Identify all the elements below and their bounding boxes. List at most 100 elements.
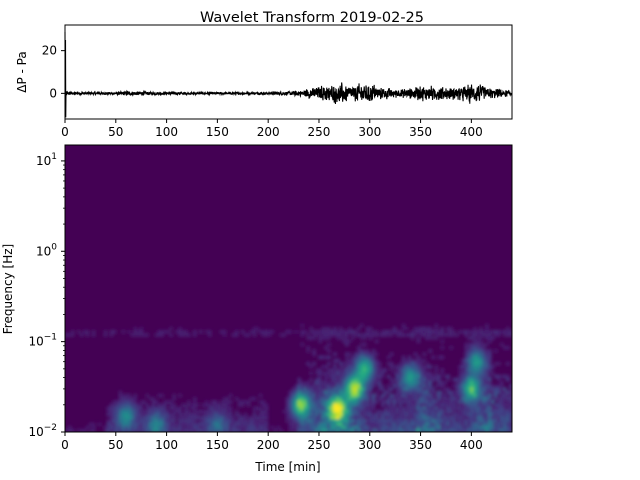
heatmap-cell [249,428,254,432]
heatmap-cell [130,406,135,411]
heatmap-cell [467,352,471,357]
heatmap-cell [404,384,409,388]
heatmap-cell [222,406,227,411]
heatmap-cell [345,365,349,369]
heatmap-cell [205,416,209,420]
heatmap-cell [121,406,126,411]
heatmap-cell [342,422,346,427]
heatmap-cell [407,387,412,392]
heatmap-cell [315,387,319,392]
heatmap-cell [360,349,364,353]
heatmap-cell [291,393,296,398]
heatmap-cell [464,384,468,388]
heatmap-cell [306,416,310,420]
heatmap-cell [383,422,388,427]
heatmap-cell [482,403,486,408]
heatmap-cell [380,412,385,417]
heatmap-cell [211,422,215,427]
heatmap-cell [479,333,483,337]
heatmap-cell [142,412,147,417]
heatmap-cell [410,416,415,420]
heatmap-cell [416,361,421,366]
heatmap-cell [297,390,302,395]
heatmap-cell [497,377,501,382]
heatmap-cell [324,422,328,427]
heatmap-cell [464,400,468,404]
heatmap-cell [345,368,349,373]
heatmap-cell [205,403,209,408]
heatmap-cell [443,374,448,379]
heatmap-cell [365,333,370,337]
heatmap-cell [434,416,439,420]
heatmap-cell [395,400,400,404]
heatmap-cell [407,422,412,427]
heatmap-cell [482,377,486,382]
heatmap-cell [145,403,150,408]
heatmap-cell [479,416,483,420]
heatmap-cell [422,358,427,363]
heatmap-cell [458,387,462,392]
heatmap-cell [205,422,209,427]
heatmap-cell [416,403,421,408]
heatmap-cell [377,396,382,401]
heatmap-cell [345,416,349,420]
heatmap-cell [386,416,391,420]
heatmap-cell [425,396,430,401]
heatmap-cell [333,419,337,424]
heatmap-cell [249,396,254,401]
heatmap-cell [303,412,307,417]
heatmap-cell [357,358,361,363]
heatmap-cell [333,374,337,379]
heatmap-cell [357,406,361,411]
heatmap-cell [300,400,304,404]
heatmap-cell [187,333,191,337]
heatmap-cell [413,416,418,420]
heatmap-cell [264,412,269,417]
heatmap-cell [452,403,456,408]
heatmap-cell [142,422,147,427]
heatmap-cell [115,409,120,414]
heatmap-cell [494,412,498,417]
heatmap-cell [330,329,334,334]
heatmap-cell [291,409,296,414]
heatmap-cell [416,425,421,430]
heatmap-cell [354,412,358,417]
heatmap-cell [473,374,477,379]
heatmap-cell [458,422,462,427]
heatmap-cell [219,428,224,432]
heatmap-cell [509,409,512,414]
heatmap-cell [351,333,355,337]
heatmap-cell [383,406,388,411]
heatmap-cell [431,374,436,379]
heatmap-cell [371,419,376,424]
heatmap-cell [473,361,477,366]
heatmap-cell [425,422,430,427]
spectrogram-panel: 0 50 100 150 200 250 300 350 400 10−210−1100101 … [1,144,513,474]
heatmap-cell [464,419,468,424]
heatmap-cell [413,390,418,395]
heatmap-cell [383,368,388,373]
spectrogram-x-tick-label: 300 [358,438,381,452]
heatmap-cell [363,412,367,417]
heatmap-cell [464,416,468,420]
heatmap-cell [392,396,397,401]
heatmap-cell [157,333,161,337]
heatmap-cell [211,406,215,411]
heatmap-cell [392,419,397,424]
heatmap-cell [368,403,373,408]
heatmap-cell [208,403,212,408]
heatmap-cell [139,428,144,432]
heatmap-cell [354,419,358,424]
heatmap-cell [365,416,370,420]
heatmap-cell [193,329,197,334]
heatmap-cell [324,336,328,341]
heatmap-cell [401,361,406,366]
heatmap-cell [455,425,459,430]
heatmap-cell [324,409,328,414]
heatmap-cell [494,416,498,420]
heatmap-cell [154,406,158,411]
heatmap-cell [389,403,394,408]
heatmap-cell [249,419,254,424]
heatmap-cell [494,422,498,427]
heatmap-cell [497,384,501,388]
